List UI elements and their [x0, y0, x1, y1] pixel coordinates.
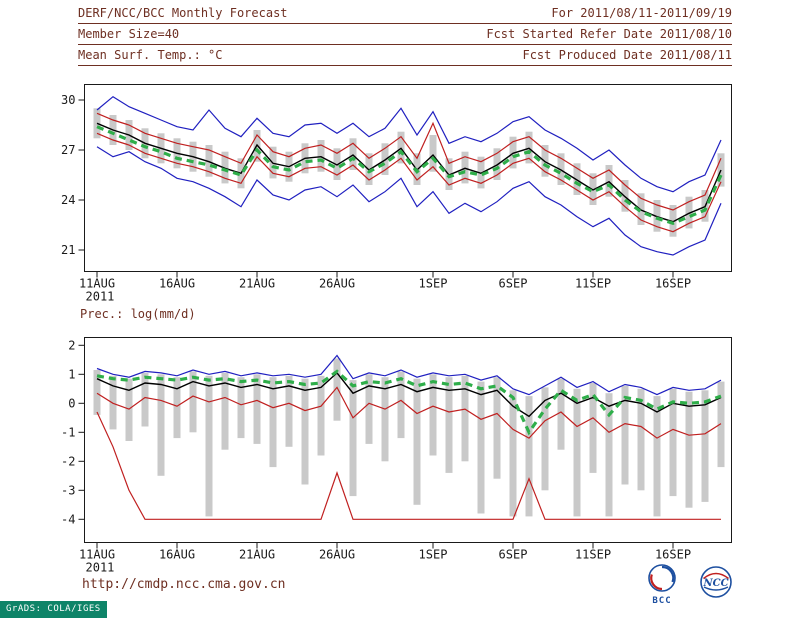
- ncc-logo-wave: [703, 586, 729, 591]
- temperature-ensemble-min-line: [96, 146, 722, 256]
- precipitation-ensemble-max-line: [96, 354, 722, 396]
- precipitation-ensemble-mean-line: [96, 371, 722, 418]
- temperature-ytick-label: 30: [61, 93, 75, 107]
- header-variable-label: Mean Surf. Temp.: °C: [78, 48, 223, 62]
- precipitation-ytick-label: 2: [68, 338, 75, 352]
- ncc-logo-arc: [703, 572, 729, 580]
- bcc-logo-swirl-red: [650, 574, 663, 591]
- bcc-logo-swirl-blue: [661, 565, 675, 583]
- precipitation-ytick-label: -3: [61, 483, 75, 497]
- precipitation-xtick-label: 1SEP: [419, 548, 448, 562]
- ncc-logo-label: NCC: [702, 578, 728, 589]
- temperature-ensemble-max-line: [96, 95, 722, 193]
- temperature-xtick-label: 6SEP: [499, 277, 528, 291]
- header-row-2: Member Size=40 Fcst Started Refer Date 2…: [78, 24, 732, 45]
- temperature-xtick-label: 11AUG: [79, 277, 115, 291]
- precipitation-lower-quartile-line: [96, 386, 722, 439]
- temperature-xtick-label: 16AUG: [159, 277, 195, 291]
- temperature-ytick-label: 24: [61, 193, 75, 207]
- header-for-range: For 2011/08/11-2011/09/19: [551, 6, 732, 20]
- temperature-xtick-label: 11SEP: [575, 277, 611, 291]
- precipitation-ytick-label: 1: [68, 367, 75, 381]
- precipitation-xtick-label: 11SEP: [575, 548, 611, 562]
- temperature-lower-quartile-line: [96, 132, 722, 233]
- precipitation-xtick-label: 16SEP: [655, 548, 691, 562]
- precipitation-ensemble-min-line: [96, 411, 721, 520]
- bcc-logo-ring: [648, 564, 676, 592]
- temperature-xtick-label: 26AUG: [319, 277, 355, 291]
- precipitation-xtick-label: 21AUG: [239, 548, 275, 562]
- temperature-xtick-label: 21AUG: [239, 277, 275, 291]
- precipitation-plot-border: [84, 337, 732, 543]
- precipitation-ytick-label: -4: [61, 512, 75, 526]
- header-member-size: Member Size=40: [78, 27, 180, 41]
- footer-logos: BCC NCC: [648, 564, 732, 606]
- temperature-xtick-label: 1SEP: [419, 277, 448, 291]
- temperature-xtick-label: 16SEP: [655, 277, 691, 291]
- precipitation-spread-bars: [93, 358, 725, 517]
- precipitation-ytick-label: 0: [68, 396, 75, 410]
- header-refer-date: Fcst Started Refer Date 2011/08/10: [486, 27, 732, 41]
- temperature-ytick-label: 21: [61, 243, 75, 257]
- temperature-year-label: 2011: [86, 290, 115, 304]
- precipitation-xtick-label: 16AUG: [159, 548, 195, 562]
- header-title: DERF/NCC/BCC Monthly Forecast: [78, 6, 288, 20]
- bcc-logo: BCC: [648, 564, 676, 606]
- precipitation-xtick-label: 6SEP: [499, 548, 528, 562]
- precipitation-year-label: 2011: [86, 561, 115, 575]
- temperature-ytick-label: 27: [61, 143, 75, 157]
- header-row-3: Mean Surf. Temp.: °C Fcst Produced Date …: [78, 45, 732, 66]
- temperature-spread-bars: [93, 108, 725, 237]
- header-produced-date: Fcst Produced Date 2011/08/11: [522, 48, 732, 62]
- prec-axis-title: Prec.: log(mm/d): [80, 307, 196, 321]
- temperature-upper-quartile-line: [96, 112, 722, 211]
- grads-stamp: GrADS: COLA/IGES: [0, 601, 107, 618]
- precipitation-ytick-label: -2: [61, 454, 75, 468]
- bcc-logo-label: BCC: [652, 596, 671, 606]
- temperature-climatology-dashed-line: [96, 125, 723, 225]
- precipitation-xtick-label: 26AUG: [319, 548, 355, 562]
- temperature-plot-border: [84, 84, 732, 272]
- ncc-logo-ring: [700, 566, 732, 598]
- precipitation-climatology-dashed-line: [96, 369, 722, 436]
- ncc-logo: NCC: [700, 566, 732, 598]
- header-row-1: DERF/NCC/BCC Monthly Forecast For 2011/0…: [78, 3, 732, 24]
- precipitation-xtick-label: 11AUG: [79, 548, 115, 562]
- footer-url: http://cmdp.ncc.cma.gov.cn: [82, 577, 286, 592]
- precipitation-ytick-label: -1: [61, 425, 75, 439]
